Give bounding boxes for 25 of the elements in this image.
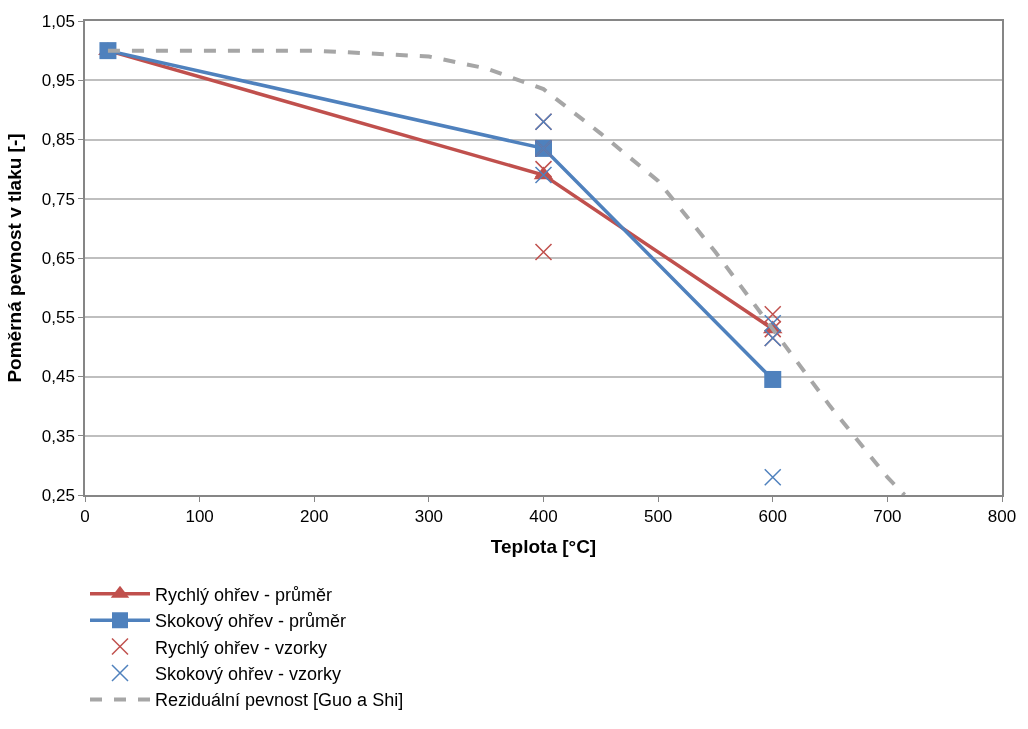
legend-label: Skokový ohřev - průměr xyxy=(155,611,347,632)
x-tick-label: 300 xyxy=(414,507,444,527)
y-tick-label: 0,45 xyxy=(41,367,75,387)
y-tick-label: 0,25 xyxy=(41,485,75,505)
y-tick-label: 0,75 xyxy=(41,189,75,209)
x-tick-label: 100 xyxy=(185,507,214,527)
y-tick-label: 1,05 xyxy=(41,11,75,31)
legend-label: Rychlý ohřev - průměr xyxy=(155,584,333,605)
y-tick-label: 0,35 xyxy=(41,426,75,446)
x-tick-label: 400 xyxy=(529,507,558,527)
x-tick-label: 500 xyxy=(643,507,673,527)
x-tick-label: 200 xyxy=(300,507,329,527)
y-tick-label: 0,55 xyxy=(41,308,75,328)
x-tick-label: 0 xyxy=(80,507,90,527)
y-tick-label: 0,85 xyxy=(41,130,75,150)
legend-label: Skokový ohřev - vzorky xyxy=(155,664,342,684)
x-tick-label: 600 xyxy=(758,507,787,527)
legend-label: Reziduální pevnost [Guo a Shi] xyxy=(155,690,404,711)
y-axis-title: Poměrná pevnost v tlaku [-] xyxy=(4,133,26,383)
legend-label: Rychlý ohřev - vzorky xyxy=(155,637,328,658)
x-tick-label: 800 xyxy=(987,507,1017,527)
x-axis-title: Teplota [°C] xyxy=(490,536,597,558)
y-tick-label: 0,65 xyxy=(41,248,75,268)
x-tick-label: 700 xyxy=(873,507,902,527)
y-tick-label: 0,95 xyxy=(41,71,75,91)
